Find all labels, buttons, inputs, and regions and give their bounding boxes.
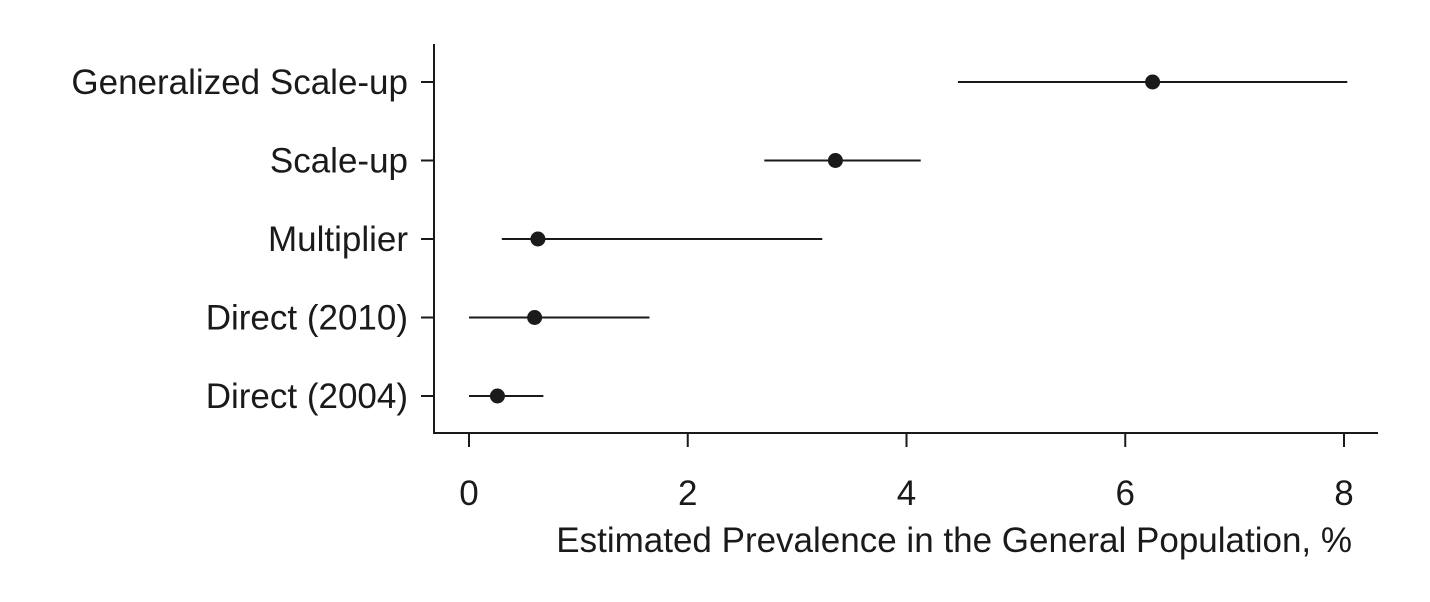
x-tick-label: 4 bbox=[897, 474, 916, 513]
x-tick-label: 0 bbox=[459, 474, 478, 513]
x-tick-label: 6 bbox=[1116, 474, 1135, 513]
point-estimate bbox=[489, 388, 505, 404]
point-estimate bbox=[827, 153, 843, 168]
x-tick-label: 8 bbox=[1334, 474, 1353, 513]
category-label: Direct (2004) bbox=[206, 377, 408, 416]
x-tick-label: 2 bbox=[678, 474, 697, 513]
x-axis-label: Estimated Prevalence in the General Popu… bbox=[556, 521, 1352, 560]
category-label: Multiplier bbox=[268, 220, 408, 259]
category-label: Direct (2010) bbox=[206, 299, 408, 338]
x-axis-ticks: 0 2 4 6 8 bbox=[459, 433, 1354, 513]
estimates bbox=[469, 74, 1348, 404]
point-estimate bbox=[527, 310, 543, 325]
category-label: Generalized Scale-up bbox=[71, 63, 408, 102]
category-axis: Generalized Scale-up Scale-up Multiplier Di… bbox=[71, 63, 434, 416]
category-label: Scale-up bbox=[270, 142, 408, 181]
point-estimate bbox=[1145, 74, 1161, 90]
point-estimate bbox=[530, 231, 546, 247]
